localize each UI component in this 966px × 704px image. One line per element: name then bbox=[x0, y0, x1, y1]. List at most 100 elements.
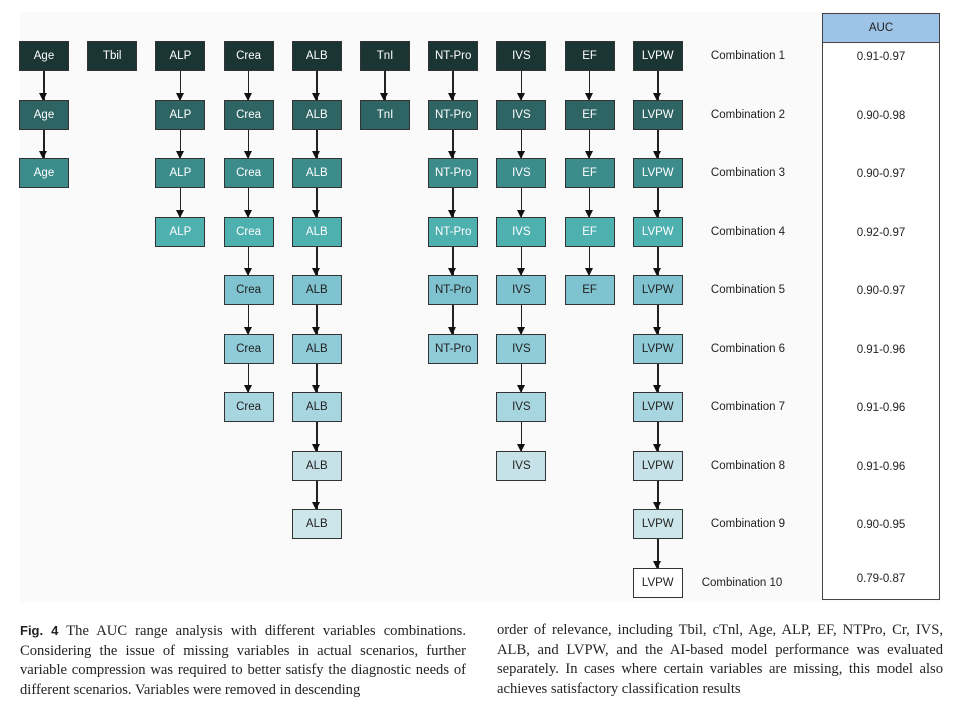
auc-table: AUC 0.91-0.97 0.90-0.98 0.90-0.97 0.92-0.97… bbox=[822, 13, 940, 600]
combination-label: Combination 7 bbox=[710, 401, 786, 413]
variable-box-crea: Crea bbox=[223, 158, 274, 188]
variable-box-alb: ALB bbox=[291, 99, 342, 130]
auc-value: 0.91-0.97 bbox=[856, 51, 906, 63]
variable-box-ivs: IVS bbox=[496, 275, 547, 305]
variable-box-lvpw: LVPW bbox=[632, 333, 683, 364]
arrow-down-icon bbox=[449, 188, 456, 217]
variable-box-alb: ALB bbox=[291, 392, 342, 422]
arrow-down-icon bbox=[244, 246, 251, 276]
variable-box-ef: EF bbox=[564, 99, 615, 130]
variable-box-ef: EF bbox=[564, 216, 615, 247]
arrow-down-icon bbox=[449, 246, 456, 276]
arrow-down-icon bbox=[176, 129, 183, 159]
variable-box-alb: ALB bbox=[291, 41, 342, 71]
arrow-down-icon bbox=[449, 129, 456, 159]
figure-label: Fig. 4 bbox=[20, 623, 59, 638]
arrow-down-icon bbox=[654, 129, 661, 159]
combination-label: Combination 6 bbox=[710, 342, 786, 355]
variable-box-alb: ALB bbox=[291, 216, 342, 247]
arrow-down-icon bbox=[244, 363, 251, 393]
combination-label: Combination 1 bbox=[710, 50, 786, 62]
arrow-down-icon bbox=[517, 188, 524, 217]
variable-box-nt-pro: NT-Pro bbox=[428, 99, 479, 130]
variable-box-ef: EF bbox=[564, 275, 615, 305]
arrow-down-icon bbox=[517, 305, 524, 334]
variable-box-ivs: IVS bbox=[496, 216, 547, 247]
arrow-down-icon bbox=[244, 129, 251, 159]
caption-right: order of relevance, including Tbil, cTnl… bbox=[497, 622, 943, 697]
caption-left-text: The AUC range analysis with different va… bbox=[20, 623, 466, 698]
arrow-down-icon bbox=[176, 71, 183, 100]
arrow-down-icon bbox=[244, 71, 251, 100]
variable-box-ivs: IVS bbox=[496, 99, 547, 130]
arrow-down-icon bbox=[654, 305, 661, 334]
combination-label: Combination 4 bbox=[710, 225, 786, 238]
variable-box-ivs: IVS bbox=[496, 392, 547, 422]
variable-box-crea: Crea bbox=[223, 275, 274, 305]
variable-box-tni: TnI bbox=[360, 99, 410, 130]
variable-box-lvpw: LVPW bbox=[632, 509, 683, 539]
arrow-down-icon bbox=[585, 188, 592, 217]
arrow-down-icon bbox=[313, 188, 320, 217]
variable-box-crea: Crea bbox=[223, 392, 274, 422]
variable-box-age: Age bbox=[19, 41, 69, 71]
arrow-down-icon bbox=[517, 363, 524, 393]
arrow-down-icon bbox=[313, 422, 320, 451]
variable-box-nt-pro: NT-Pro bbox=[428, 41, 479, 71]
variable-box-nt-pro: NT-Pro bbox=[428, 158, 479, 188]
variable-box-alp: ALP bbox=[155, 158, 206, 188]
variable-box-crea: Crea bbox=[223, 333, 274, 364]
combination-label: Combination 9 bbox=[710, 518, 786, 530]
arrow-down-icon bbox=[517, 246, 524, 276]
arrow-down-icon bbox=[449, 305, 456, 334]
arrow-down-icon bbox=[313, 71, 320, 100]
arrow-down-icon bbox=[654, 480, 661, 510]
auc-value: 0.92-0.97 bbox=[856, 226, 906, 239]
arrow-down-icon bbox=[654, 188, 661, 217]
variable-box-alp: ALP bbox=[155, 41, 206, 71]
variable-box-alp: ALP bbox=[155, 99, 206, 130]
auc-value: 0.79-0.87 bbox=[856, 572, 906, 585]
arrow-down-icon bbox=[313, 363, 320, 393]
arrow-down-icon bbox=[244, 305, 251, 334]
variable-box-lvpw: LVPW bbox=[632, 392, 683, 422]
arrow-down-icon bbox=[585, 129, 592, 159]
variable-box-crea: Crea bbox=[223, 99, 274, 130]
arrow-down-icon bbox=[313, 129, 320, 159]
arrow-down-icon bbox=[313, 480, 320, 510]
arrow-down-icon bbox=[40, 71, 47, 100]
auc-value: 0.90-0.97 bbox=[856, 168, 906, 180]
variable-box-lvpw: LVPW bbox=[632, 450, 683, 481]
variable-box-lvpw: LVPW bbox=[632, 158, 683, 188]
arrow-down-icon bbox=[381, 71, 388, 100]
arrow-down-icon bbox=[517, 422, 524, 451]
arrow-down-icon bbox=[654, 246, 661, 276]
auc-value: 0.90-0.95 bbox=[856, 519, 906, 531]
variable-box-alb: ALB bbox=[291, 450, 342, 481]
arrow-down-icon bbox=[585, 71, 592, 100]
auc-value: 0.91-0.96 bbox=[856, 343, 906, 356]
variable-box-nt-pro: NT-Pro bbox=[428, 216, 479, 247]
auc-value: 0.91-0.96 bbox=[856, 402, 906, 414]
variable-box-nt-pro: NT-Pro bbox=[428, 275, 479, 305]
arrow-down-icon bbox=[585, 246, 592, 276]
arrow-down-icon bbox=[654, 539, 661, 568]
variable-box-nt-pro: NT-Pro bbox=[428, 333, 479, 364]
arrow-down-icon bbox=[517, 71, 524, 100]
variable-box-alb: ALB bbox=[291, 509, 342, 539]
variable-box-lvpw: LVPW bbox=[632, 275, 683, 305]
auc-value: 0.91-0.96 bbox=[856, 460, 906, 473]
variable-box-ivs: IVS bbox=[496, 41, 547, 71]
arrow-down-icon bbox=[313, 246, 320, 276]
caption-left: Fig. 4 The AUC range analysis with diffe… bbox=[20, 621, 466, 700]
arrow-down-icon bbox=[654, 422, 661, 451]
arrow-down-icon bbox=[654, 71, 661, 100]
variable-box-tni: TnI bbox=[360, 41, 410, 71]
variable-box-ivs: IVS bbox=[496, 450, 547, 481]
combination-label: Combination 3 bbox=[710, 167, 786, 179]
variable-box-ef: EF bbox=[564, 158, 615, 188]
arrow-down-icon bbox=[40, 129, 47, 159]
arrow-down-icon bbox=[313, 305, 320, 334]
auc-value: 0.90-0.97 bbox=[856, 285, 906, 297]
arrow-down-icon bbox=[517, 129, 524, 159]
